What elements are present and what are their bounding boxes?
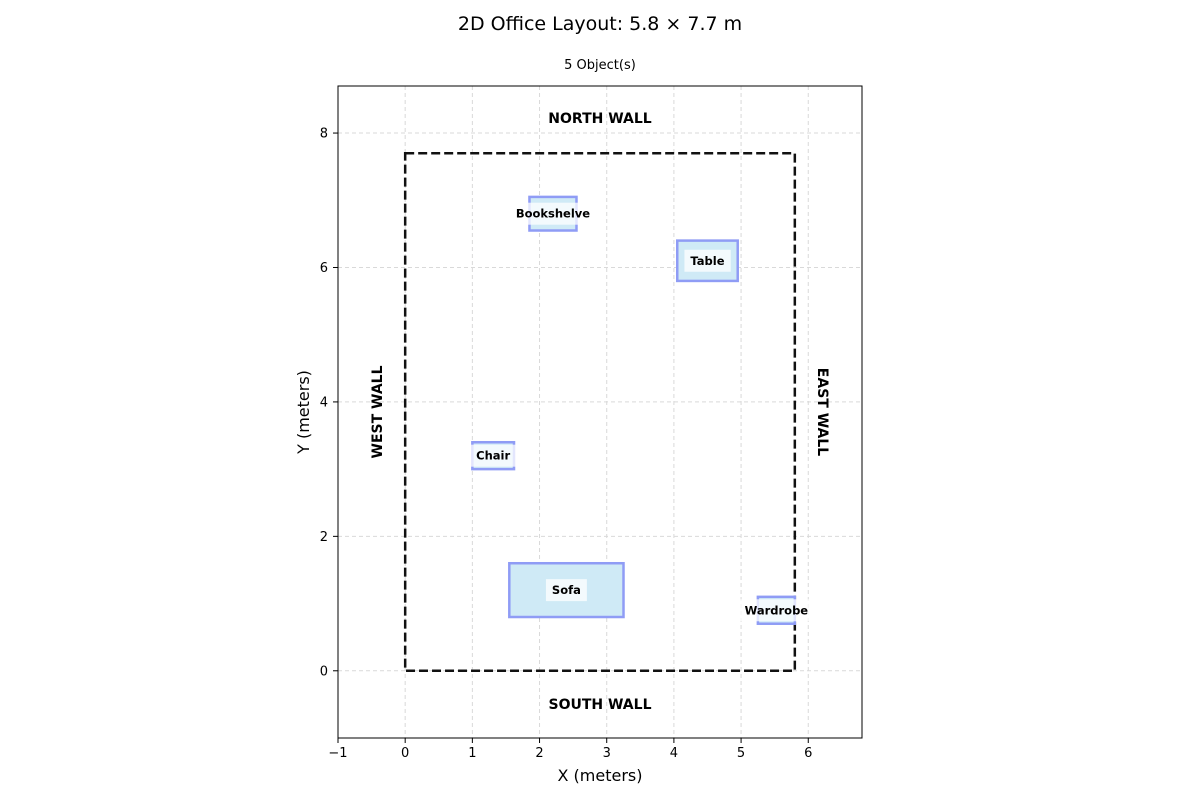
chart-subtitle: 5 Object(s) [564,58,636,73]
object-label: Sofa [552,583,581,597]
chart-title: 2D Office Layout: 5.8 × 7.7 m [458,13,742,35]
object-label: Bookshelve [516,207,590,221]
x-tick-label: 1 [468,746,476,761]
plot-area-frame [337,85,863,739]
x-tick-label: 6 [804,746,812,761]
east-wall-label: EAST WALL [814,368,830,456]
object-label: Wardrobe [745,603,809,617]
object-sofa: Sofa [508,561,625,619]
y-axis-label: Y (meters) [294,370,313,455]
object-table: Table [676,239,739,283]
y-tick-label: 8 [320,127,328,142]
object-label-background [509,202,597,225]
x-tick-label: 3 [603,746,611,761]
x-tick-label: 5 [737,746,745,761]
north-wall-label: NORTH WALL [548,111,651,127]
object-label-background [470,444,517,467]
object-bookshelve: Bookshelve [509,195,597,232]
object-label-background [684,249,731,272]
room-objects: Bookshelve Table Chair Sofa Wardrobe [470,195,815,625]
room-boundary [403,151,797,673]
x-axis-label: X (meters) [558,766,643,785]
x-tick-label: −1 [328,746,347,761]
y-tick-label: 4 [320,395,328,410]
south-wall-label: SOUTH WALL [549,697,652,713]
object-wardrobe: Wardrobe [738,595,815,625]
y-tick-label: 2 [320,530,328,545]
west-wall-label: WEST WALL [370,365,386,458]
x-tick-label: 4 [670,746,678,761]
object-chair: Chair [470,440,517,471]
y-tick-label: 0 [320,664,328,679]
object-label: Chair [476,449,510,463]
y-tick-label: 6 [320,261,328,276]
x-tick-label: 0 [401,746,409,761]
object-rect [508,561,625,619]
grid-lines [337,86,862,738]
x-tick-label: 2 [535,746,543,761]
object-label-background [738,599,815,622]
axis-ticks: −1 0 1 2 3 4 5 6 0 2 4 6 8 [320,127,813,761]
object-label-background [545,579,587,602]
object-label: Table [690,254,724,268]
